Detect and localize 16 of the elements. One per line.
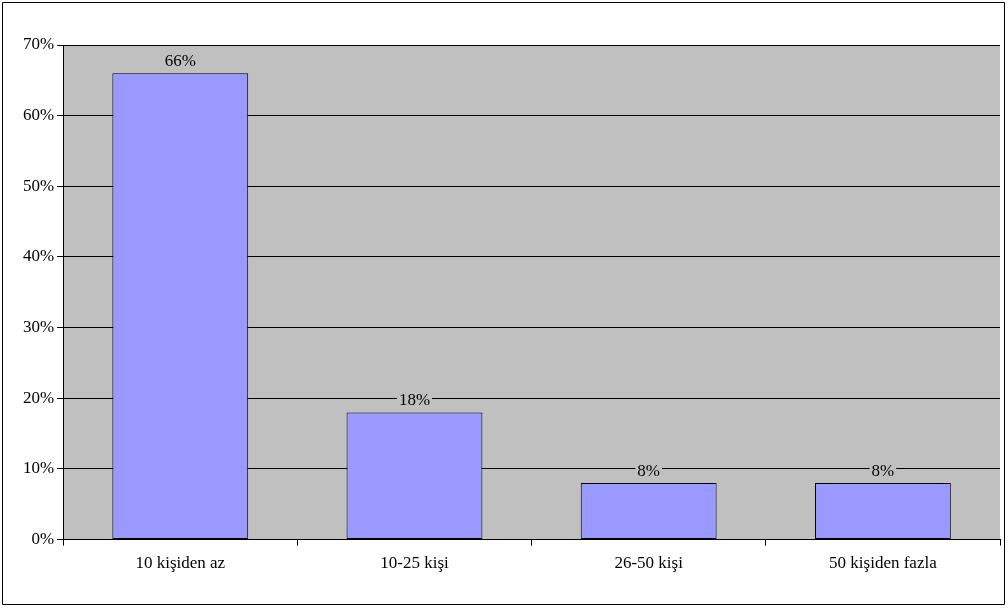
data-label: 8% (871, 461, 895, 481)
x-tick-label: 10-25 kişi (380, 553, 449, 573)
data-label: 18% (398, 390, 431, 410)
y-tick-label: 20% (22, 387, 55, 407)
y-tick-label: 10% (22, 458, 55, 478)
x-tick-label: 10 kişiden az (135, 553, 226, 573)
x-tick-label: 50 kişiden fazla (829, 553, 938, 573)
y-tick-label: 50% (22, 175, 55, 195)
y-tick-label: 0% (31, 529, 55, 549)
data-label: 66% (164, 51, 196, 71)
x-tick-label: 26-50 kişi (614, 553, 684, 573)
y-tick-label: 40% (22, 246, 55, 266)
y-tick-label: 70% (22, 34, 55, 54)
y-tick-label: 60% (22, 105, 55, 125)
data-label: 8% (637, 461, 661, 481)
y-tick-label: 30% (22, 317, 55, 337)
